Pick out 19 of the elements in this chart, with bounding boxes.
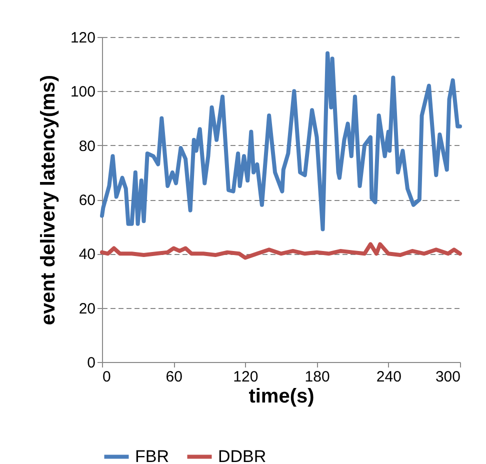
line-series: [100, 51, 462, 232]
y-tick-label: 20: [78, 300, 96, 318]
y-axis-title: event delivery latency(ms): [37, 74, 60, 326]
x-axis-title: time(s): [248, 386, 314, 408]
legend-label: DDBR: [218, 446, 266, 464]
x-tick-label: 180: [304, 368, 330, 386]
legend-label: FBR: [135, 446, 169, 464]
y-tick-label: 40: [78, 246, 96, 264]
y-tick-label: 0: [87, 354, 96, 372]
y-tick-label: 60: [78, 192, 96, 209]
y-tick-label: 120: [70, 30, 96, 46]
y-tick-label: 100: [70, 84, 96, 101]
line-series: [100, 242, 462, 260]
x-tick-label: 60: [166, 368, 182, 386]
x-tick-label: 0: [102, 368, 111, 386]
x-tick-label: 120: [233, 368, 258, 386]
x-tick-label: 240: [376, 368, 402, 386]
x-tick-label: 300: [435, 368, 460, 386]
y-tick-label: 80: [78, 138, 96, 155]
